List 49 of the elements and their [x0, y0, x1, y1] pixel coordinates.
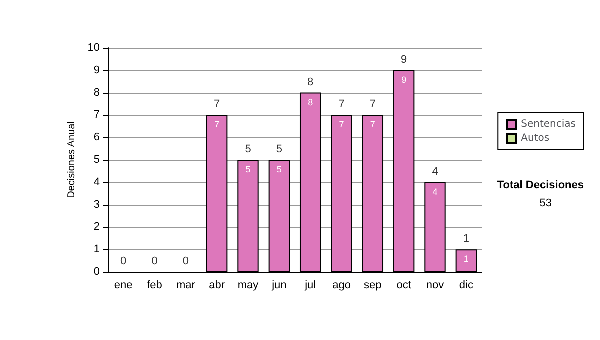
- data-label: 9: [402, 74, 407, 85]
- x-tick-label: sep: [364, 280, 382, 292]
- y-tick-label: 7: [94, 109, 100, 122]
- total-label: 5: [245, 144, 252, 156]
- y-tick-label: 1: [94, 244, 100, 256]
- data-label: 5: [246, 164, 251, 174]
- legend-label: Autos: [521, 133, 550, 144]
- x-tick-label: may: [238, 280, 260, 292]
- y-tick-label: 0: [94, 266, 100, 278]
- y-tick-label: 6: [94, 132, 100, 144]
- text: 53: [540, 198, 552, 210]
- total-label: 0: [152, 256, 158, 268]
- total-label: 5: [276, 144, 282, 156]
- data-label: 7: [214, 120, 220, 130]
- total-label: 8: [308, 76, 314, 88]
- y-tick-label: 3: [94, 198, 100, 211]
- x-tick-label: dic: [459, 280, 474, 292]
- y-axis-title: Decisiones Anual: [66, 122, 78, 198]
- y-tick-label: 4: [94, 176, 100, 188]
- data-label: 8: [308, 97, 314, 108]
- data-label: 5: [276, 164, 282, 174]
- x-tick-label: jun: [271, 280, 287, 292]
- total-label: 0: [182, 256, 189, 268]
- total-label: 7: [214, 98, 220, 111]
- y-tick-label: 2: [94, 221, 100, 234]
- x-tick-label: mar: [176, 280, 196, 292]
- data-label: 1: [464, 254, 469, 264]
- legend-label: Sentencias: [521, 119, 576, 130]
- total-label: 7: [370, 98, 376, 111]
- y-tick-label: 10: [88, 42, 100, 54]
- data-label: 7: [370, 120, 376, 130]
- total-label: 0: [120, 256, 127, 268]
- total-label: 7: [338, 98, 345, 111]
- x-tick-label: oct: [396, 280, 412, 292]
- y-tick-label: 5: [94, 154, 100, 166]
- y-tick-label: 9: [94, 64, 100, 76]
- x-tick-label: ene: [114, 280, 133, 292]
- y-tick-label: 8: [94, 86, 100, 99]
- total-label: 9: [401, 54, 408, 66]
- data-label: 7: [339, 120, 344, 130]
- x-tick-label: ago: [332, 280, 351, 292]
- x-tick-label: abr: [209, 280, 226, 292]
- total-label: 1: [463, 233, 470, 246]
- text: Total Decisiones: [497, 180, 584, 192]
- x-tick-label: jul: [304, 280, 316, 292]
- data-label: 4: [432, 186, 438, 197]
- x-tick-label: feb: [147, 280, 162, 292]
- total-label: 4: [432, 166, 438, 178]
- x-tick-label: nov: [426, 280, 445, 292]
